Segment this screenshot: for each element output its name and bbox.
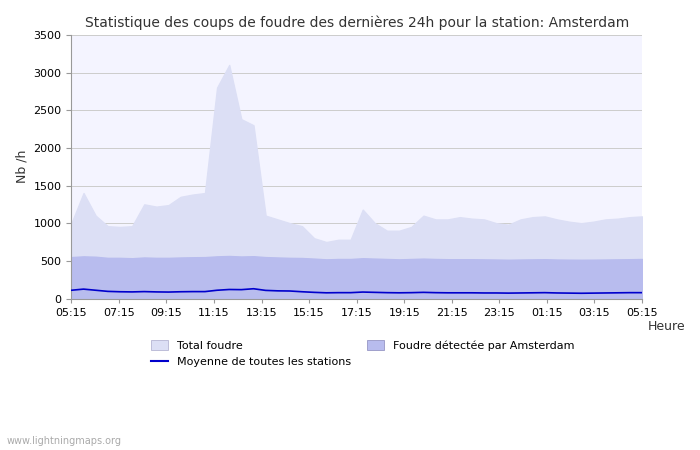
Text: Heure: Heure [648, 320, 685, 333]
Y-axis label: Nb /h: Nb /h [15, 150, 28, 183]
Legend: Total foudre, Moyenne de toutes les stations, Foudre détectée par Amsterdam: Total foudre, Moyenne de toutes les stat… [151, 340, 575, 367]
Title: Statistique des coups de foudre des dernières 24h pour la station: Amsterdam: Statistique des coups de foudre des dern… [85, 15, 629, 30]
Text: www.lightningmaps.org: www.lightningmaps.org [7, 436, 122, 446]
